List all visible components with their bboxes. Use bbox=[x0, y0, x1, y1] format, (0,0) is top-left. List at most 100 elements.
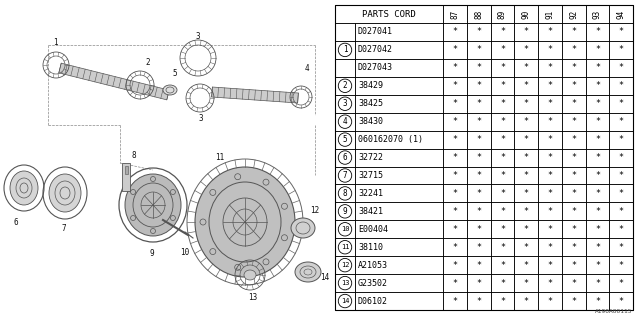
Bar bbox=[467, 184, 490, 202]
Bar bbox=[355, 238, 443, 256]
Text: 6: 6 bbox=[342, 153, 348, 162]
Text: *: * bbox=[452, 117, 458, 126]
Text: 38421: 38421 bbox=[358, 207, 383, 216]
Bar bbox=[609, 256, 633, 274]
Bar bbox=[515, 148, 538, 166]
Bar bbox=[467, 292, 490, 310]
Text: *: * bbox=[500, 135, 505, 144]
Text: *: * bbox=[571, 45, 576, 54]
Text: 11: 11 bbox=[216, 153, 225, 162]
Text: *: * bbox=[547, 99, 552, 108]
Bar bbox=[355, 292, 443, 310]
Text: 9: 9 bbox=[342, 207, 348, 216]
Text: *: * bbox=[547, 28, 552, 36]
Text: 8: 8 bbox=[342, 189, 348, 198]
Text: *: * bbox=[500, 117, 505, 126]
Bar bbox=[467, 202, 490, 220]
Text: 38429: 38429 bbox=[358, 81, 383, 90]
Text: *: * bbox=[571, 279, 576, 288]
Bar bbox=[586, 166, 609, 184]
Bar bbox=[515, 256, 538, 274]
Bar bbox=[355, 256, 443, 274]
Bar bbox=[490, 238, 515, 256]
Bar bbox=[515, 166, 538, 184]
Bar bbox=[562, 23, 586, 41]
Text: *: * bbox=[476, 81, 481, 90]
Bar bbox=[490, 59, 515, 77]
Bar bbox=[586, 59, 609, 77]
Text: *: * bbox=[547, 171, 552, 180]
Bar bbox=[335, 77, 355, 95]
Bar bbox=[609, 41, 633, 59]
Text: *: * bbox=[500, 28, 505, 36]
Bar bbox=[609, 238, 633, 256]
Text: 3: 3 bbox=[196, 31, 200, 41]
Bar bbox=[562, 41, 586, 59]
Bar bbox=[335, 5, 443, 23]
Text: *: * bbox=[524, 189, 529, 198]
Text: *: * bbox=[524, 99, 529, 108]
Bar bbox=[443, 23, 467, 41]
Text: *: * bbox=[547, 243, 552, 252]
Bar bbox=[609, 166, 633, 184]
Bar bbox=[490, 220, 515, 238]
Text: *: * bbox=[524, 63, 529, 72]
Text: *: * bbox=[476, 261, 481, 270]
Text: 90: 90 bbox=[522, 9, 531, 19]
Text: *: * bbox=[524, 45, 529, 54]
Text: *: * bbox=[547, 225, 552, 234]
Text: *: * bbox=[547, 135, 552, 144]
Bar bbox=[562, 292, 586, 310]
Text: D027043: D027043 bbox=[358, 63, 393, 72]
Bar bbox=[335, 23, 355, 41]
Text: 94: 94 bbox=[616, 9, 626, 19]
Bar bbox=[586, 23, 609, 41]
Text: *: * bbox=[476, 135, 481, 144]
Bar bbox=[609, 113, 633, 131]
Text: G23502: G23502 bbox=[358, 279, 388, 288]
Text: D06102: D06102 bbox=[358, 297, 388, 306]
Text: *: * bbox=[500, 261, 505, 270]
Bar bbox=[467, 220, 490, 238]
Text: *: * bbox=[547, 207, 552, 216]
Bar bbox=[355, 274, 443, 292]
Text: *: * bbox=[452, 63, 458, 72]
Bar bbox=[443, 238, 467, 256]
Bar bbox=[562, 220, 586, 238]
Bar bbox=[609, 59, 633, 77]
Bar bbox=[562, 184, 586, 202]
Bar bbox=[490, 113, 515, 131]
Bar bbox=[490, 23, 515, 41]
Bar bbox=[538, 292, 562, 310]
Bar bbox=[515, 95, 538, 113]
Bar bbox=[586, 77, 609, 95]
Text: 38110: 38110 bbox=[358, 243, 383, 252]
Text: *: * bbox=[524, 135, 529, 144]
Text: *: * bbox=[619, 189, 623, 198]
Text: 11: 11 bbox=[340, 244, 349, 250]
Bar bbox=[335, 148, 355, 166]
Bar bbox=[562, 238, 586, 256]
Text: *: * bbox=[571, 117, 576, 126]
Bar bbox=[562, 166, 586, 184]
Text: *: * bbox=[571, 261, 576, 270]
Bar bbox=[443, 184, 467, 202]
Text: A190A00115: A190A00115 bbox=[595, 309, 632, 314]
Text: *: * bbox=[595, 63, 600, 72]
Bar bbox=[538, 95, 562, 113]
Text: D027041: D027041 bbox=[358, 28, 393, 36]
Text: *: * bbox=[500, 225, 505, 234]
Text: *: * bbox=[595, 261, 600, 270]
Bar bbox=[335, 256, 355, 274]
Text: *: * bbox=[452, 225, 458, 234]
Bar bbox=[515, 77, 538, 95]
Bar bbox=[490, 292, 515, 310]
Bar bbox=[586, 238, 609, 256]
Bar bbox=[467, 95, 490, 113]
Bar bbox=[443, 148, 467, 166]
Bar bbox=[609, 274, 633, 292]
Bar bbox=[467, 256, 490, 274]
Bar bbox=[586, 148, 609, 166]
Text: *: * bbox=[571, 63, 576, 72]
Text: *: * bbox=[547, 81, 552, 90]
